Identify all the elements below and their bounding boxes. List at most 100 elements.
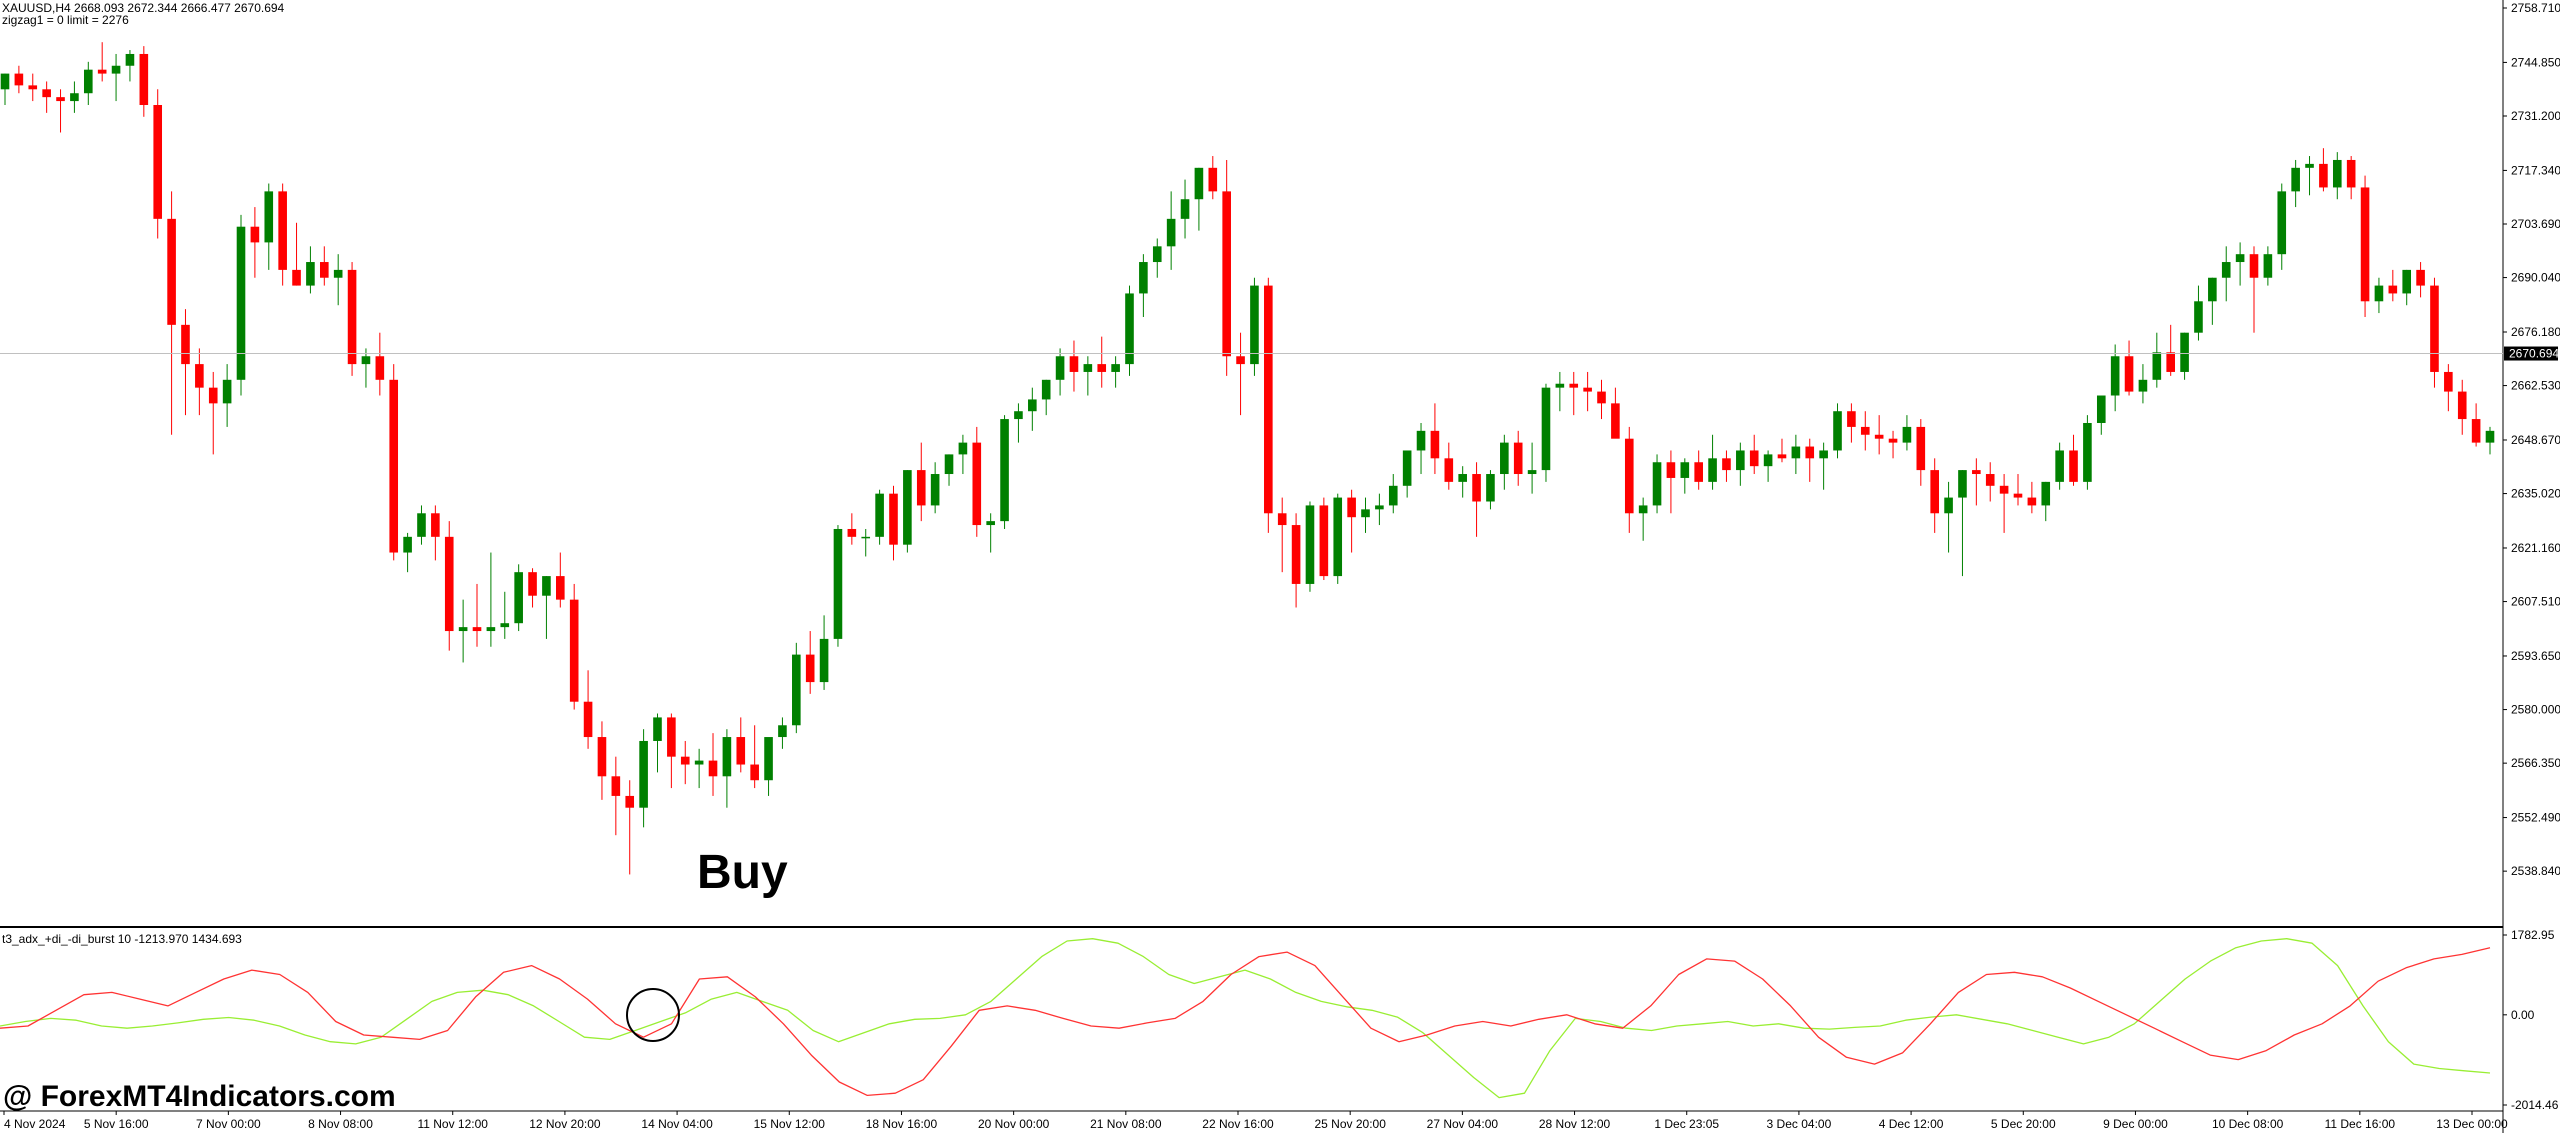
candle-body bbox=[42, 89, 51, 98]
candle-body bbox=[1902, 426, 1912, 443]
candle-bull bbox=[0, 73, 10, 106]
candle-bull bbox=[903, 470, 912, 553]
candle-bear bbox=[1694, 450, 1703, 490]
candle-body bbox=[667, 717, 676, 757]
price-tick-label: 2731.200 bbox=[2511, 109, 2560, 123]
time-tick-label: 13 Dec 00:00 bbox=[2436, 1117, 2508, 1131]
candle-body bbox=[1680, 462, 1690, 478]
candle-bear bbox=[1722, 450, 1731, 482]
candle-bear bbox=[889, 485, 898, 561]
candle-body bbox=[764, 737, 773, 781]
candle-body bbox=[1736, 450, 1745, 471]
candle-body bbox=[2124, 356, 2134, 392]
price-tick-label: 2690.040 bbox=[2511, 271, 2560, 285]
candle-body bbox=[1222, 191, 1231, 357]
candle-body bbox=[1583, 387, 1592, 392]
candle-body bbox=[944, 454, 954, 475]
candle-body bbox=[0, 73, 10, 90]
candle-body bbox=[1402, 450, 1412, 486]
price-tick-label: 2607.510 bbox=[2511, 595, 2560, 609]
candle-bull bbox=[2332, 152, 2342, 200]
candle-bear bbox=[2166, 324, 2176, 376]
symbol-info: XAUUSD,H4 2668.093 2672.344 2666.477 267… bbox=[2, 1, 285, 15]
candle-bull bbox=[306, 246, 315, 294]
price-tick-label: 2717.340 bbox=[2511, 163, 2560, 177]
candle-body bbox=[1972, 470, 1981, 475]
candle-bear bbox=[292, 222, 301, 286]
price-tick-label: 2648.670 bbox=[2511, 433, 2560, 447]
candle-body bbox=[264, 191, 274, 243]
candle-body bbox=[972, 442, 982, 526]
candle-bull bbox=[1333, 493, 1343, 584]
candle-body bbox=[1236, 356, 1245, 365]
candle-body bbox=[111, 65, 121, 74]
candle-bull bbox=[722, 729, 732, 808]
candle-body bbox=[181, 324, 190, 365]
candle-bull bbox=[1833, 403, 1842, 459]
candle-body bbox=[2235, 254, 2245, 263]
candle-body bbox=[875, 493, 884, 537]
candle-body bbox=[2263, 254, 2273, 278]
candle-bull bbox=[1736, 442, 1745, 486]
candle-body bbox=[1250, 285, 1259, 365]
candle-body bbox=[2013, 493, 2023, 498]
candle-bear bbox=[667, 713, 676, 789]
candle-body bbox=[1458, 474, 1467, 482]
candle-bear bbox=[916, 442, 926, 522]
candle-bear bbox=[375, 332, 385, 396]
candle-bull bbox=[2041, 481, 2051, 522]
candle-bull bbox=[1111, 356, 1120, 388]
candle-body bbox=[500, 623, 510, 628]
candle-bull bbox=[125, 50, 135, 82]
candle-body bbox=[1375, 505, 1384, 510]
candle-body bbox=[611, 776, 621, 796]
time-tick-label: 14 Nov 04:00 bbox=[641, 1117, 713, 1131]
candle-bear bbox=[42, 81, 51, 113]
candle-body bbox=[2221, 262, 2231, 278]
indicator-tick-label: 1782.95 bbox=[2511, 928, 2555, 942]
candle-bull bbox=[2235, 242, 2245, 286]
candle-bear bbox=[2471, 403, 2481, 447]
price-tick-label: 2552.490 bbox=[2511, 811, 2560, 825]
candle-bear bbox=[2346, 156, 2356, 200]
candle-body bbox=[1000, 419, 1009, 522]
price-tick-label: 2676.180 bbox=[2511, 325, 2560, 339]
candle-bear bbox=[625, 780, 635, 875]
candle-bull bbox=[833, 525, 843, 647]
candle-bull bbox=[958, 434, 968, 475]
candle-body bbox=[2055, 450, 2064, 482]
candle-bear bbox=[389, 364, 399, 561]
candle-body bbox=[1486, 474, 1495, 502]
candle-bull bbox=[1125, 285, 1134, 376]
candle-bull bbox=[222, 364, 232, 427]
candle-bull bbox=[2138, 364, 2148, 404]
indicator-info: zigzag1 = 0 limit = 2276 bbox=[2, 13, 129, 27]
price-tick-label: 2635.020 bbox=[2511, 487, 2560, 501]
candle-body bbox=[1305, 505, 1315, 584]
candle-body bbox=[1624, 438, 1634, 514]
candle-body bbox=[2096, 395, 2106, 423]
candle-bull bbox=[764, 737, 773, 796]
time-tick-label: 21 Nov 08:00 bbox=[1090, 1117, 1162, 1131]
candle-bull bbox=[458, 599, 468, 663]
candle-bull bbox=[111, 53, 121, 102]
candle-body bbox=[569, 599, 579, 702]
candle-body bbox=[2194, 301, 2203, 333]
candle-bear bbox=[597, 721, 607, 800]
candle-body bbox=[1125, 293, 1134, 365]
candle-bull bbox=[1402, 450, 1412, 498]
candle-bull bbox=[2263, 246, 2273, 286]
candle-body bbox=[2152, 352, 2162, 380]
candle-bear bbox=[1291, 513, 1301, 608]
candle-bull bbox=[694, 748, 704, 789]
candle-body bbox=[930, 474, 940, 506]
candle-body bbox=[889, 493, 898, 545]
candle-bull bbox=[1500, 434, 1509, 490]
candle-bear bbox=[28, 73, 38, 102]
candle-body bbox=[167, 218, 176, 325]
candle-bull bbox=[2096, 395, 2106, 435]
candle-bull bbox=[792, 642, 801, 734]
candle-body bbox=[278, 191, 287, 270]
candle-bull bbox=[1250, 277, 1259, 376]
